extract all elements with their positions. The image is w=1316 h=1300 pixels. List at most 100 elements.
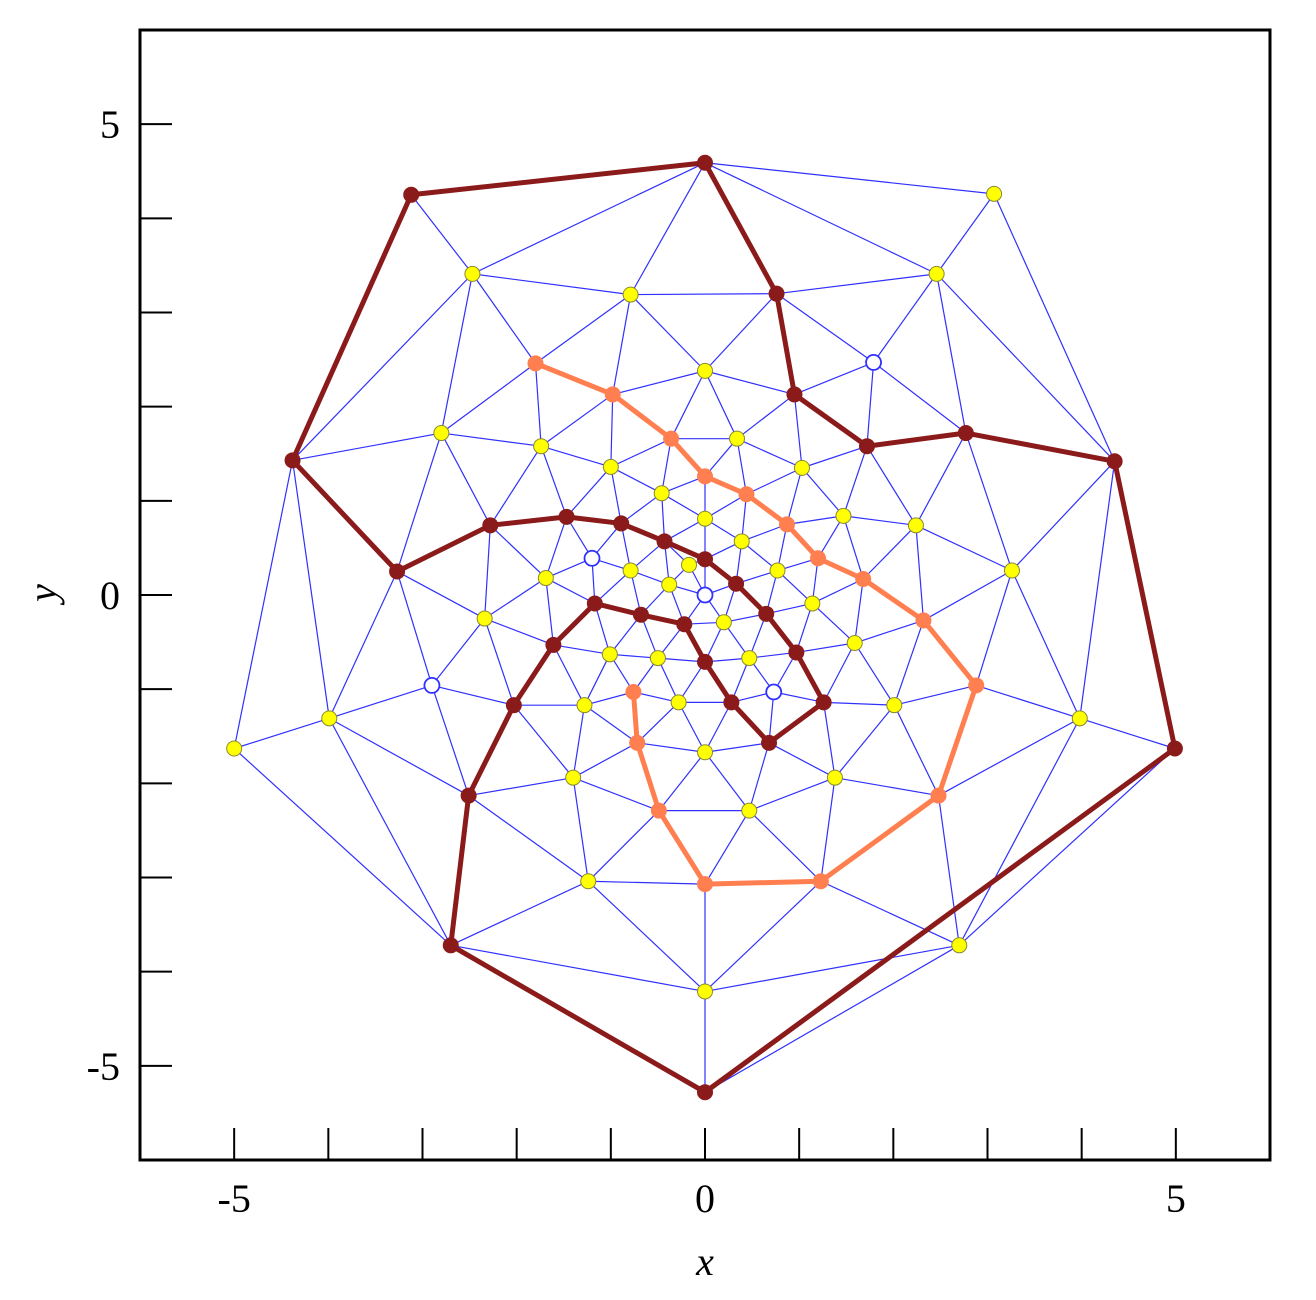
mesh-edge [843,515,917,526]
mesh-edge [915,524,1013,572]
mesh-edge [484,617,554,646]
mesh-edge [893,620,925,706]
point [622,562,639,579]
mesh-edge [328,571,398,719]
point [858,438,875,455]
mesh-edge [661,492,706,520]
x-axis-label: x [695,1239,714,1284]
mesh-edge [233,460,294,749]
x-tick-label: 0 [695,1176,715,1221]
mesh-edge [545,516,568,579]
point [403,186,420,203]
point [986,185,1003,202]
point [930,787,947,804]
mesh-edge [630,294,706,372]
mesh-edge [440,273,473,434]
mesh-edge [704,293,778,372]
point [741,650,758,667]
mesh-edge [292,273,473,461]
mesh-edge [873,361,967,434]
mesh-edge [834,777,939,797]
point [622,286,639,303]
mesh-edge [793,394,803,468]
point [697,876,713,893]
mesh-edge [795,603,813,653]
mesh-edge [328,718,452,946]
mesh-edge [958,748,1176,946]
series-line [534,361,979,887]
point [786,386,803,403]
mesh-edge [661,493,666,542]
mesh-edge [545,577,554,645]
mesh-edge [610,438,672,468]
mesh [233,162,1176,1093]
mesh-edge [1011,460,1116,571]
point [460,787,477,804]
mesh-edge [936,273,1116,462]
point [810,550,826,567]
mesh-edge [329,684,433,719]
mesh-edge [636,701,680,744]
point [625,683,642,700]
point [656,533,673,550]
point [729,430,746,447]
mesh-edge [484,618,515,706]
mesh-edge [736,393,795,440]
plot-frame [138,28,1272,1162]
mesh-edge [612,370,706,396]
point [226,740,243,757]
mesh-edge [540,445,612,468]
mesh-edge [610,466,662,494]
mesh-edge [1079,717,1176,750]
point [835,507,852,524]
mesh-edge [484,525,491,619]
mesh-edge [630,162,706,295]
point [826,769,843,786]
mesh-edge [1079,461,1116,719]
point [533,438,550,455]
mesh-edge [923,569,1013,621]
point [389,563,406,580]
point [957,425,974,442]
mesh-edge [566,466,612,518]
mesh-edge [233,748,452,946]
mesh-edge [440,362,536,434]
mesh-edge [540,446,568,518]
point [738,486,755,503]
mesh-edge [292,432,442,461]
point [1166,740,1183,757]
point [663,430,680,447]
mesh-edge [609,614,642,655]
mesh-edge [396,432,442,572]
mesh-edge [704,438,738,477]
mesh-edge [468,777,574,797]
mesh-edge [630,293,777,296]
mesh-edge [937,795,960,946]
point [696,586,714,604]
mesh-edge [801,467,844,517]
mesh-edge [936,193,995,275]
mesh-edge [894,684,977,706]
point [846,635,863,652]
mesh-edge [704,702,732,753]
mesh-edge [938,717,1081,797]
point [583,549,601,567]
mesh-edge [450,880,589,946]
y-tick-label: 5 [100,102,120,147]
point [670,694,687,711]
y-axis-label: y [20,584,65,606]
mesh-edge [704,162,937,275]
mesh-edge [862,524,917,580]
mesh-edge [801,445,868,469]
mesh-edge [620,492,663,524]
y-tick-label: 0 [100,573,120,618]
point [545,636,562,653]
mesh-edge [975,570,1013,686]
mesh-edge [768,691,775,743]
mesh-edge [965,432,1013,571]
y-tick-label: -5 [87,1044,120,1089]
mesh-edge [704,810,750,885]
mesh-edge [748,810,822,882]
point [723,694,740,711]
